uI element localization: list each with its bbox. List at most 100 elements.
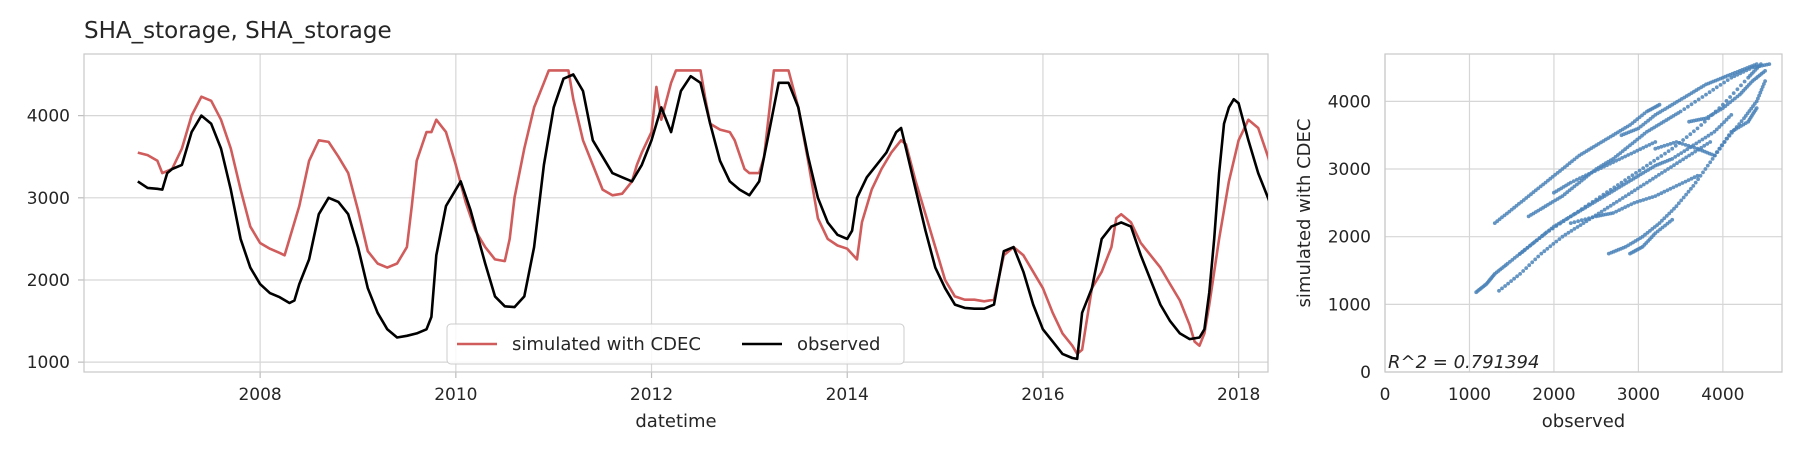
scatter-point — [1655, 156, 1660, 161]
scatter-point — [1620, 196, 1625, 200]
scatter-point — [1560, 234, 1565, 239]
scatter-point — [1686, 104, 1690, 109]
scatter-y-tick-label: 0 — [1360, 363, 1371, 383]
scatter-point — [1662, 189, 1667, 194]
scatter-point — [1632, 188, 1637, 193]
scatter-point — [1647, 196, 1652, 200]
scatter-point — [1727, 133, 1731, 138]
scatter-point — [1674, 140, 1679, 144]
scatter-point — [1641, 145, 1646, 150]
scatter-point — [1759, 87, 1764, 92]
timeseries-x-tick-label: 2014 — [826, 385, 869, 405]
scatter-point — [1659, 191, 1664, 196]
legend-box — [446, 323, 905, 365]
scatter-point — [1717, 146, 1722, 151]
scatter-point — [1687, 153, 1691, 158]
scatter-point — [1731, 91, 1736, 95]
scatter-point — [1530, 260, 1535, 265]
scatter-point — [1685, 147, 1690, 152]
scatter-point — [1652, 158, 1656, 163]
scatter-point — [1569, 229, 1574, 233]
scatter-point — [1638, 184, 1643, 189]
scatter-x-axis-label: observed — [1542, 411, 1625, 432]
scatter-point — [1659, 154, 1664, 158]
scatter-point — [1762, 82, 1766, 86]
scatter-point — [1676, 201, 1681, 206]
scatter-point — [1670, 146, 1675, 151]
scatter-point — [1708, 140, 1713, 144]
scatter-point — [1644, 144, 1649, 149]
scatter-point — [1632, 201, 1637, 205]
scatter-point — [1708, 160, 1713, 165]
scatter-point — [1527, 263, 1532, 268]
scatter-point — [1634, 171, 1638, 175]
scatter-point — [1579, 218, 1584, 223]
legend-label-simulated: simulated with CDEC — [512, 334, 701, 355]
scatter-point — [1710, 157, 1715, 161]
scatter-point — [1673, 143, 1678, 148]
scatter-point — [1497, 288, 1501, 293]
scatter-point — [1617, 157, 1621, 162]
scatter-point — [1704, 92, 1708, 97]
scatter-point — [1742, 79, 1747, 84]
scatter-point — [1503, 284, 1507, 288]
timeseries-line-simulated — [137, 69, 1268, 356]
scatter-points-group — [1474, 62, 1772, 295]
scatter-y-tick-label: 3000 — [1328, 160, 1371, 180]
scatter-point — [1626, 153, 1630, 157]
scatter-point — [1674, 204, 1679, 209]
scatter-point — [1714, 127, 1719, 132]
scatter-point — [1575, 225, 1580, 229]
scatter-point — [1729, 75, 1734, 80]
scatter-point — [1653, 194, 1658, 199]
scatter-point — [1587, 172, 1591, 176]
scatter-point — [1688, 132, 1693, 137]
scatter-axes-frame — [1384, 53, 1783, 373]
scatter-point — [1719, 143, 1724, 148]
scatter-point — [1689, 176, 1694, 181]
scatter-point — [1670, 157, 1675, 161]
scatter-point — [1539, 251, 1544, 256]
scatter-point — [1760, 85, 1765, 89]
scatter-point — [1682, 107, 1687, 111]
scatter-point — [1690, 151, 1694, 156]
scatter-point — [1739, 119, 1744, 124]
scatter-point — [1686, 189, 1691, 194]
scatter-point — [1754, 62, 1759, 66]
scatter-point — [1706, 133, 1711, 138]
timeseries-y-tick-label: 1000 — [27, 353, 70, 373]
scatter-point — [1536, 254, 1541, 259]
scatter-point — [1667, 211, 1672, 216]
scatter-point — [1729, 113, 1734, 117]
scatter-point — [1679, 198, 1684, 203]
scatter-point — [1602, 164, 1606, 169]
scatter-point — [1575, 177, 1579, 182]
scatter-point — [1714, 85, 1719, 90]
scatter-y-axis-label: simulated with CDEC — [1294, 119, 1315, 308]
scatter-point — [1689, 186, 1693, 191]
scatter-point — [1568, 180, 1573, 185]
scatter-point — [1630, 173, 1635, 178]
scatter-point — [1614, 158, 1618, 163]
scatter-point — [1665, 188, 1670, 193]
scatter-point — [1611, 211, 1615, 215]
scatter-point — [1671, 141, 1676, 145]
scatter-point — [1515, 274, 1519, 279]
scatter-point — [1663, 169, 1667, 173]
scatter-point — [1651, 176, 1655, 181]
scatter-point — [1679, 151, 1684, 156]
scatter-point — [1584, 173, 1588, 178]
scatter-point — [1696, 177, 1700, 182]
scatter-point — [1756, 96, 1760, 101]
scatter-point — [1670, 217, 1675, 222]
scatter-point — [1727, 115, 1731, 120]
timeseries-line-observed — [137, 73, 1268, 361]
scatter-point — [1666, 149, 1671, 154]
scatter-point — [1623, 178, 1627, 183]
scatter-point — [1665, 143, 1670, 147]
scatter-point — [1725, 78, 1730, 82]
scatter-point — [1645, 180, 1649, 185]
scatter-point — [1599, 209, 1604, 214]
